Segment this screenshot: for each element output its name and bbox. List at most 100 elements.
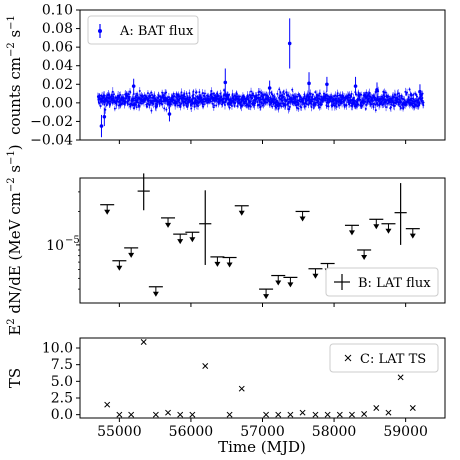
y-tick-label: 5.0 <box>51 374 73 390</box>
upper-limit-arrow <box>165 222 172 228</box>
panel-a-x-ticks <box>118 140 407 144</box>
upper-limit-arrow <box>104 209 111 215</box>
panel-c-legend-box <box>329 343 439 373</box>
upper-limit-arrow <box>385 228 392 234</box>
panel-b-x-ticks <box>118 303 407 307</box>
upper-limit-arrow <box>214 261 221 267</box>
panel-a-legend-marker <box>98 24 102 38</box>
ts-point <box>116 411 123 418</box>
bat-flux-points <box>96 88 425 112</box>
upper-limit-arrow <box>116 265 123 271</box>
upper-limit-arrow <box>287 282 294 288</box>
panel-b-legend-marker <box>334 274 350 290</box>
panel-c-legend-marker <box>344 354 352 362</box>
x-tick-label: 57000 <box>240 424 285 440</box>
upper-limit-arrow <box>152 291 159 297</box>
upper-limit-arrow <box>312 273 319 279</box>
panel-b-legend-label: B: LAT flux <box>358 276 431 291</box>
bat-flux-point <box>325 82 329 87</box>
x-tick-label: 58000 <box>312 424 357 440</box>
y-tick-label: 0.00 <box>42 95 73 111</box>
panel-c-x-ticks: 55000 56000 57000 58000 59000 <box>97 418 428 440</box>
bat-flux-point <box>267 86 272 90</box>
ts-point <box>361 411 368 417</box>
upper-limit-arrow <box>177 239 184 245</box>
ts-point <box>349 411 355 418</box>
upper-limit-arrow <box>361 254 368 260</box>
y-tick-label: 7.5 <box>51 357 73 373</box>
ts-point <box>202 363 209 369</box>
y-tick-label: 0.0 <box>51 407 73 423</box>
bat-flux-point <box>99 124 104 128</box>
upper-limit-arrow <box>238 210 245 216</box>
ts-point <box>397 374 404 381</box>
ts-point <box>312 411 319 418</box>
panel-c-legend-label: C: LAT TS <box>360 352 426 367</box>
panel-a-y-ticks: −0.04 −0.02 0.00 0.02 0.04 0.06 0.08 0.10 <box>30 3 80 149</box>
legend-point <box>98 29 102 33</box>
panel-b-legend: B: LAT flux <box>325 267 439 297</box>
panel-b-ylabel: E2 dN/dE (MeV cm−2 s−1) <box>6 144 24 335</box>
bat-flux-point <box>307 81 311 86</box>
y-tick-label: 10.0 <box>42 341 73 357</box>
bat-flux-point <box>167 112 172 116</box>
panel-b-lat-flux: 10 −5 E2 dN/dE (MeV cm−2 s−1) B: LAT flux <box>6 144 446 336</box>
ts-point <box>287 411 294 418</box>
upper-limit-arrow <box>373 224 380 230</box>
bat-flux-point <box>223 80 228 85</box>
panel-a-legend-label: A: BAT flux <box>119 24 194 39</box>
ts-point <box>336 411 343 418</box>
y-tick-label: 10 <box>46 238 64 254</box>
panel-c-lat-ts: 0.02.55.07.510.0 55000 56000 57000 58000 590… <box>6 337 446 456</box>
bat-flux-point <box>353 84 358 88</box>
panel-a-data <box>96 18 425 138</box>
bat-flux-point <box>418 89 422 94</box>
panel-b-legend-box <box>325 267 439 297</box>
panel-c-xlabel: Time (MJD) <box>218 438 306 456</box>
panel-a-bat-flux: −0.04 −0.02 0.00 0.02 0.04 0.06 0.08 0.10 count… <box>6 3 446 149</box>
ts-point <box>152 411 159 418</box>
upper-limit-arrow <box>275 280 282 286</box>
upper-limit-arrow <box>128 252 135 258</box>
y-tick-label: 0.10 <box>42 3 73 19</box>
upper-limit-arrow <box>409 233 416 239</box>
y-tick-label: −0.04 <box>30 133 73 149</box>
x-tick-label: 55000 <box>97 424 142 440</box>
ts-point <box>373 405 380 411</box>
y-tick-label: 0.04 <box>42 58 73 74</box>
bat-flux-point <box>131 84 136 88</box>
upper-limit-arrow <box>348 230 355 236</box>
ts-point <box>263 411 270 418</box>
y-tick-label: 0.06 <box>42 40 73 56</box>
panel-a-legend-box <box>87 15 199 45</box>
panel-c-legend: C: LAT TS <box>329 343 439 373</box>
upper-limit-arrow <box>263 294 270 300</box>
y-tick-label: 2.5 <box>51 391 73 407</box>
bat-flux-point <box>102 114 107 119</box>
x-tick-label: 59000 <box>383 424 428 440</box>
y-tick-label: 0.02 <box>42 77 73 93</box>
ts-point <box>177 411 184 418</box>
ts-point <box>165 409 171 416</box>
y-tick-exponent: −5 <box>65 235 80 246</box>
panel-c-data <box>104 339 416 418</box>
panel-c-ylabel: TS <box>6 368 24 388</box>
upper-limit-arrow <box>189 237 196 243</box>
ts-point <box>299 409 306 416</box>
ts-point <box>275 411 282 418</box>
panel-a-ylabel: counts cm−2 s−1 <box>6 15 24 135</box>
upper-limit-arrow <box>226 262 233 268</box>
y-tick-label: 0.08 <box>42 21 73 37</box>
bat-flux-point <box>375 88 379 92</box>
ts-point <box>385 409 392 416</box>
ts-point <box>409 405 416 411</box>
ts-point <box>104 401 111 408</box>
upper-limit-arrow <box>299 216 306 222</box>
ts-point <box>238 385 245 392</box>
ts-point <box>140 339 147 345</box>
ts-point <box>324 411 331 418</box>
panel-c-y-ticks: 0.02.55.07.510.0 <box>42 341 80 423</box>
panel-b-y-ticks: 10 −5 <box>46 191 80 290</box>
x-tick-label: 56000 <box>169 424 214 440</box>
